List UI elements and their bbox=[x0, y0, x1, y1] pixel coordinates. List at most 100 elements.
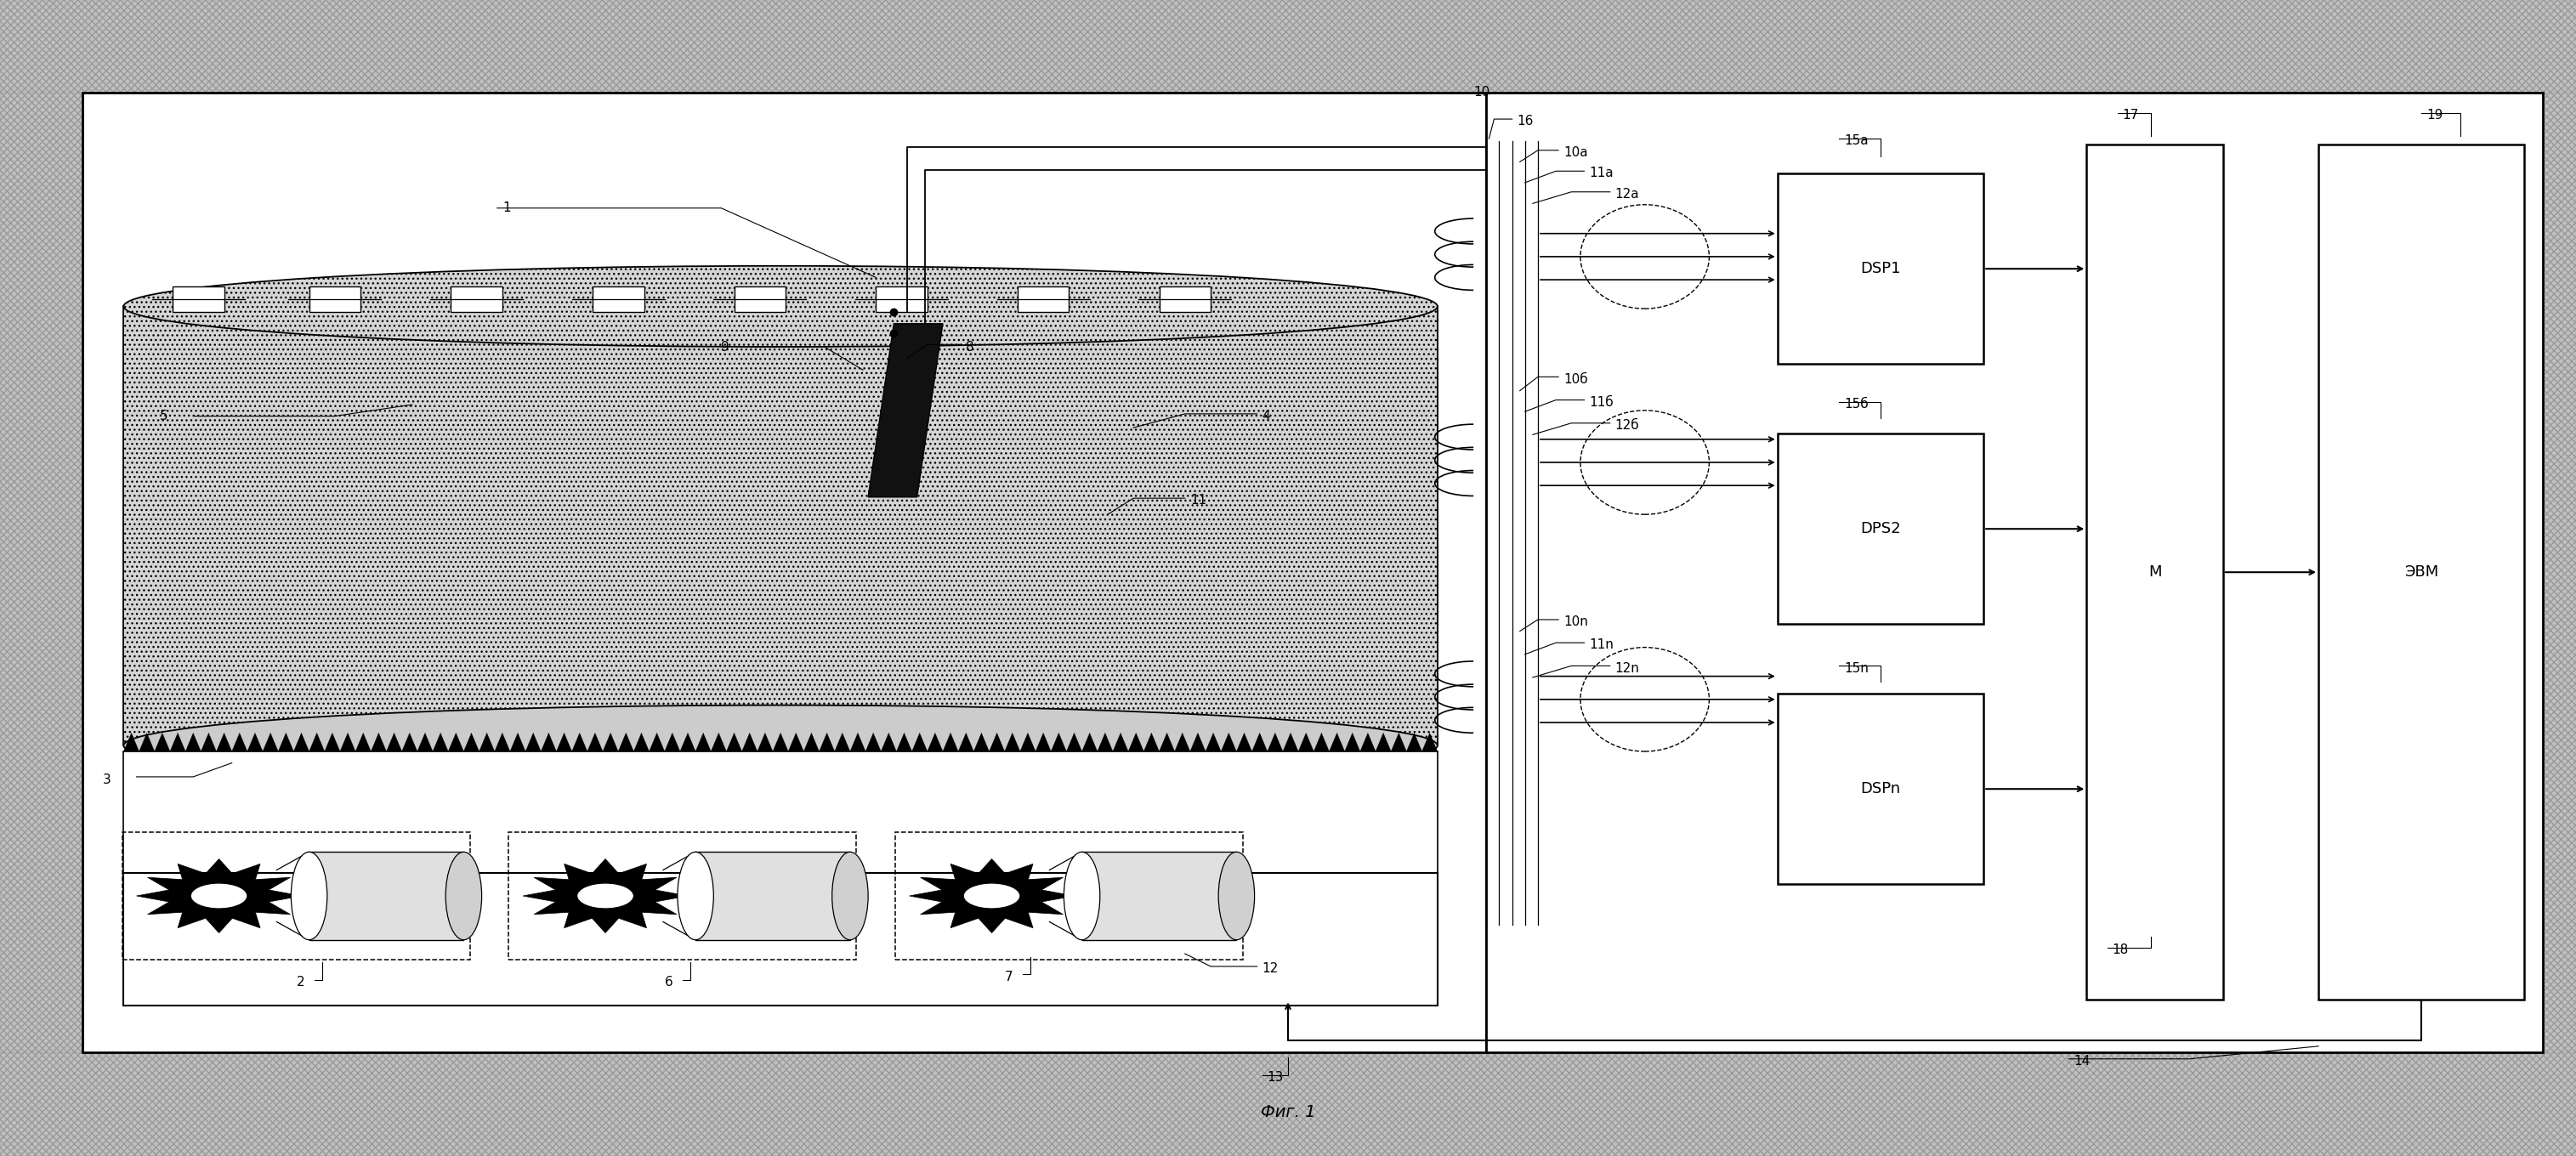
Polygon shape bbox=[943, 733, 958, 751]
Text: 10a: 10a bbox=[1564, 146, 1587, 160]
Text: 13: 13 bbox=[1267, 1070, 1283, 1084]
Bar bbox=[0, 0, 2576, 92]
Polygon shape bbox=[137, 859, 301, 933]
Polygon shape bbox=[371, 733, 386, 751]
Polygon shape bbox=[340, 733, 355, 751]
Text: 11a: 11a bbox=[1589, 166, 1613, 180]
Polygon shape bbox=[989, 733, 1005, 751]
Polygon shape bbox=[1252, 733, 1267, 751]
Polygon shape bbox=[618, 733, 634, 751]
Text: 10б: 10б bbox=[1564, 372, 1587, 386]
Polygon shape bbox=[726, 733, 742, 751]
Polygon shape bbox=[1066, 733, 1082, 751]
Polygon shape bbox=[1113, 733, 1128, 751]
Bar bbox=[124, 751, 1437, 873]
Ellipse shape bbox=[124, 266, 1437, 347]
Text: 10: 10 bbox=[1473, 86, 1489, 99]
Circle shape bbox=[191, 883, 247, 909]
Bar bbox=[173, 287, 224, 312]
Polygon shape bbox=[587, 733, 603, 751]
Circle shape bbox=[577, 883, 634, 909]
Text: 18: 18 bbox=[2112, 943, 2128, 957]
Text: 8: 8 bbox=[966, 340, 974, 354]
Polygon shape bbox=[1144, 733, 1159, 751]
Polygon shape bbox=[680, 733, 696, 751]
Polygon shape bbox=[881, 733, 896, 751]
Bar bbox=[82, 92, 1486, 1052]
Polygon shape bbox=[216, 733, 232, 751]
Polygon shape bbox=[510, 733, 526, 751]
Polygon shape bbox=[1159, 733, 1175, 751]
Polygon shape bbox=[788, 733, 804, 751]
Polygon shape bbox=[665, 733, 680, 751]
Ellipse shape bbox=[291, 852, 327, 940]
Text: DSPn: DSPn bbox=[1860, 781, 1901, 796]
Polygon shape bbox=[649, 733, 665, 751]
Polygon shape bbox=[912, 733, 927, 751]
Bar bbox=[2318, 144, 2524, 1000]
Polygon shape bbox=[1376, 733, 1391, 751]
Bar bbox=[876, 287, 927, 312]
Polygon shape bbox=[804, 733, 819, 751]
Polygon shape bbox=[773, 733, 788, 751]
Polygon shape bbox=[139, 733, 155, 751]
Polygon shape bbox=[170, 733, 185, 751]
Text: 6: 6 bbox=[665, 976, 672, 990]
Bar bbox=[0, 1052, 2576, 1156]
Polygon shape bbox=[1097, 733, 1113, 751]
Polygon shape bbox=[1036, 733, 1051, 751]
Bar bbox=[734, 287, 786, 312]
Polygon shape bbox=[742, 733, 757, 751]
Text: 16: 16 bbox=[1517, 114, 1533, 128]
Polygon shape bbox=[402, 733, 417, 751]
Polygon shape bbox=[1391, 733, 1406, 751]
Polygon shape bbox=[417, 733, 433, 751]
Text: Фиг. 1: Фиг. 1 bbox=[1260, 1104, 1316, 1120]
Polygon shape bbox=[523, 859, 688, 933]
Polygon shape bbox=[185, 733, 201, 751]
Polygon shape bbox=[696, 733, 711, 751]
Ellipse shape bbox=[446, 852, 482, 940]
Polygon shape bbox=[464, 733, 479, 751]
Text: 5: 5 bbox=[160, 409, 167, 423]
Polygon shape bbox=[958, 733, 974, 751]
Bar bbox=[0, 92, 82, 1052]
Text: 2: 2 bbox=[296, 976, 304, 990]
Circle shape bbox=[963, 883, 1020, 909]
Polygon shape bbox=[572, 733, 587, 751]
Polygon shape bbox=[850, 733, 866, 751]
Ellipse shape bbox=[124, 705, 1437, 786]
Ellipse shape bbox=[677, 852, 714, 940]
Polygon shape bbox=[1345, 733, 1360, 751]
Polygon shape bbox=[1051, 733, 1066, 751]
Text: DPS2: DPS2 bbox=[1860, 521, 1901, 536]
Polygon shape bbox=[1005, 733, 1020, 751]
Polygon shape bbox=[1206, 733, 1221, 751]
Polygon shape bbox=[433, 733, 448, 751]
Bar bbox=[592, 287, 644, 312]
Bar bbox=[1082, 852, 1236, 940]
Text: 1: 1 bbox=[502, 201, 510, 215]
Text: 7: 7 bbox=[1005, 970, 1012, 984]
Polygon shape bbox=[247, 733, 263, 751]
Polygon shape bbox=[309, 733, 325, 751]
Bar bbox=[124, 306, 1437, 746]
Ellipse shape bbox=[1218, 852, 1255, 940]
Text: 15б: 15б bbox=[1844, 398, 1868, 412]
Bar bbox=[1486, 92, 2543, 1052]
Text: ЭВМ: ЭВМ bbox=[2403, 564, 2439, 580]
Polygon shape bbox=[819, 733, 835, 751]
Polygon shape bbox=[541, 733, 556, 751]
Polygon shape bbox=[1221, 733, 1236, 751]
Bar bbox=[2537, 92, 2576, 1052]
Polygon shape bbox=[124, 733, 139, 751]
Bar bbox=[2087, 144, 2223, 1000]
Polygon shape bbox=[556, 733, 572, 751]
Polygon shape bbox=[866, 733, 881, 751]
Polygon shape bbox=[1406, 733, 1422, 751]
Bar bbox=[124, 873, 1437, 1006]
Polygon shape bbox=[448, 733, 464, 751]
Polygon shape bbox=[263, 733, 278, 751]
Polygon shape bbox=[757, 733, 773, 751]
Text: 14: 14 bbox=[2074, 1054, 2089, 1068]
